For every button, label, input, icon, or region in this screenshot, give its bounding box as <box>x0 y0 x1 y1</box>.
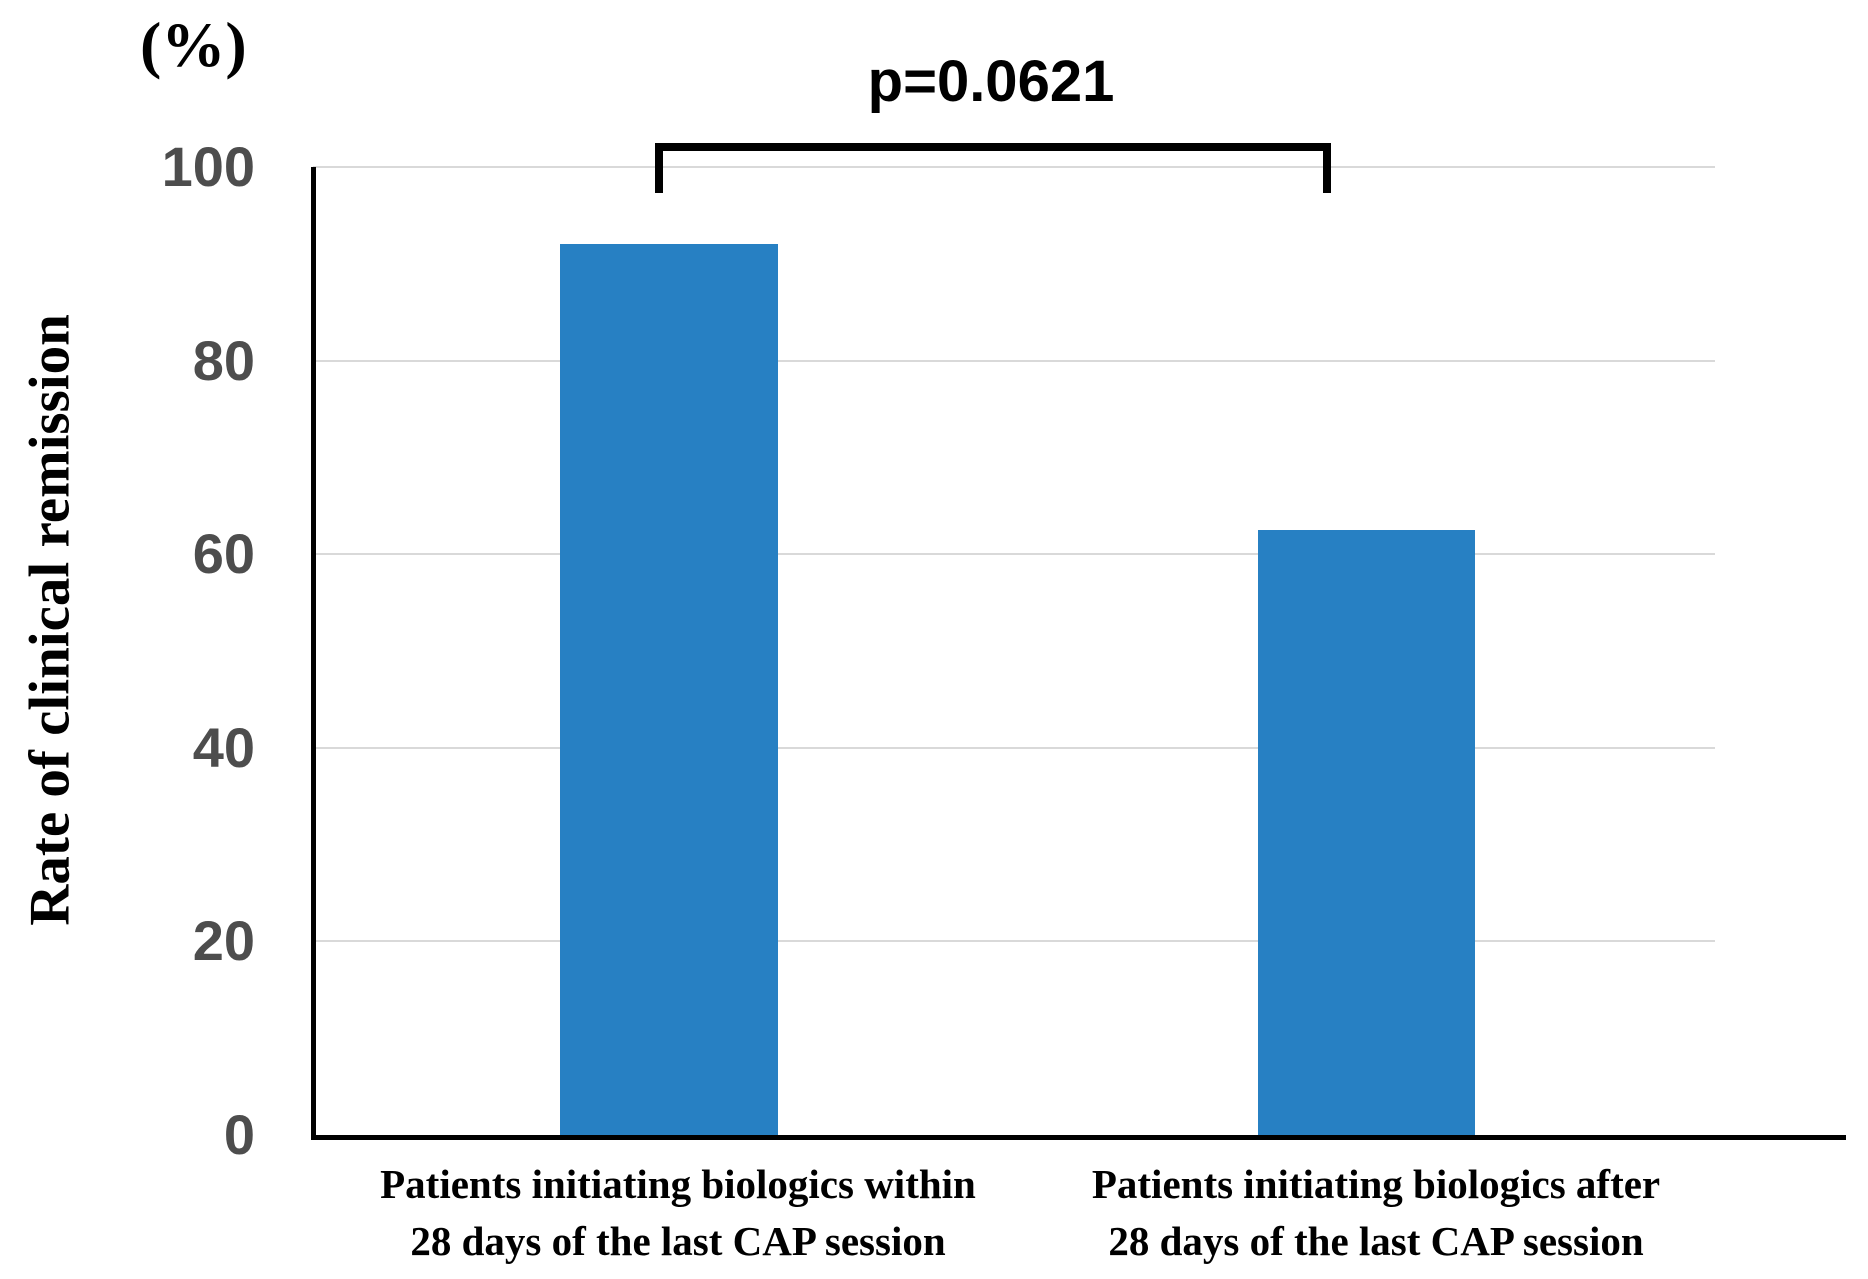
y-tick-label-80: 80 <box>192 328 255 392</box>
significance-bracket-right-tick <box>1323 143 1331 193</box>
category-label-line: Patients initiating biologics after <box>1091 1161 1661 1207</box>
y-tick-label-60: 60 <box>192 522 255 586</box>
gridline-60 <box>313 553 1715 556</box>
gridline-100 <box>313 166 1715 168</box>
p-value-label: p=0.0621 <box>867 49 1115 114</box>
category-label-line: 28 days of the last CAP session <box>1108 1218 1644 1264</box>
x-axis-line <box>311 1135 1846 1140</box>
category-label-within-28-days: Patients initiating biologics within 28 … <box>278 1156 1078 1270</box>
category-label-line: Patients initiating biologics within <box>380 1161 976 1207</box>
bar-after-28-days <box>1258 530 1475 1135</box>
y-axis-title: Rate of clinical remission <box>18 314 82 926</box>
y-axis-unit-label: (%) <box>140 9 247 80</box>
significance-bracket-line <box>655 143 1331 151</box>
category-label-line: 28 days of the last CAP session <box>410 1218 946 1264</box>
gridline-80 <box>313 359 1715 362</box>
gridline-20 <box>313 940 1715 943</box>
y-axis-line <box>311 167 316 1140</box>
y-tick-label-40: 40 <box>192 715 255 779</box>
bar-within-28-days <box>560 244 778 1135</box>
significance-bracket-left-tick <box>655 143 663 193</box>
y-tick-label-0: 0 <box>223 1103 255 1166</box>
y-tick-label-20: 20 <box>192 909 255 973</box>
category-label-after-28-days: Patients initiating biologics after 28 d… <box>976 1156 1776 1270</box>
y-tick-label-100: 100 <box>161 135 255 198</box>
gridline-40 <box>313 746 1715 749</box>
